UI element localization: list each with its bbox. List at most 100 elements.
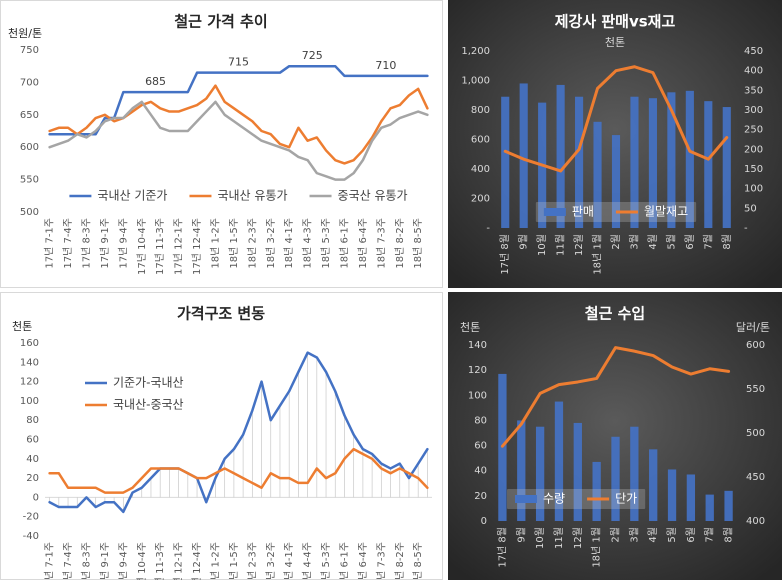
x-tick-label: 18년 6-4주 xyxy=(357,542,369,580)
bar xyxy=(517,420,526,521)
import-chart: 철근 수입 천톤 달러/톤 0 20 40 60 80 100 120 140 400 450 50… xyxy=(448,292,782,580)
y-tick-label: 1,200 xyxy=(461,46,490,57)
x-tick-label: 17년 12-1주 xyxy=(173,218,185,275)
chart-title: 제강사 판매vs재고 xyxy=(555,13,676,31)
series-line xyxy=(503,65,729,173)
y-axis-title: 천톤 xyxy=(605,35,625,49)
sales-stock-chart: 제강사 판매vs재고 천톤 - 200 400 600 800 1,000 1,200 - 50… xyxy=(448,0,782,288)
x-tick-label: 17년 12-4주 xyxy=(191,542,203,580)
x-tick-label: 18년 1월 xyxy=(591,527,603,568)
bar xyxy=(501,96,510,228)
bar xyxy=(705,494,714,521)
y-tick-label: 140 xyxy=(468,340,487,351)
x-tick-label: 17년 9-1주 xyxy=(99,218,111,269)
x-tick-label: 17년 10-4주 xyxy=(136,218,148,275)
y-tick-label: 80 xyxy=(26,415,39,426)
x-tick-label: 18년 8-5주 xyxy=(412,542,424,580)
y-tick-label: 60 xyxy=(474,441,487,452)
bar xyxy=(592,461,601,521)
x-tick-label: 17년 12-1주 xyxy=(173,542,185,580)
y2-tick-label: 600 xyxy=(746,340,765,351)
y-tick-label: 160 xyxy=(20,338,39,349)
bar xyxy=(630,96,639,228)
x-tick-label: 17년 7-1주 xyxy=(44,218,56,269)
legend-text: 수량 xyxy=(543,492,565,506)
x-tick-label: 18년 5-3주 xyxy=(320,218,332,269)
x-tick-label: 18년 3-2주 xyxy=(265,218,277,269)
x-tick-label: 6월 xyxy=(684,234,696,250)
x-tick-label: 17년 7-4주 xyxy=(62,542,74,580)
y-tick-label: 100 xyxy=(20,396,39,407)
x-tick-label: 10월 xyxy=(534,527,546,549)
x-tick-label: 17년 9-1주 xyxy=(99,542,111,580)
y-axis-title: 천톤 xyxy=(460,320,480,334)
x-tick-label: 17년 9-4주 xyxy=(117,542,129,580)
x-tick-label: 7월 xyxy=(702,234,714,250)
x-tick-label: 17년 12-4주 xyxy=(191,218,203,275)
x-tick-label: 18년 8-5주 xyxy=(412,218,424,269)
y-tick-label: 650 xyxy=(20,110,39,121)
y-tick-label: 80 xyxy=(474,415,487,426)
legend-swatch xyxy=(515,495,537,503)
bar xyxy=(593,121,602,228)
y-tick-label: 20 xyxy=(26,473,39,484)
y2-tick-label: - xyxy=(744,223,748,234)
y-tick-label: 60 xyxy=(26,435,39,446)
x-tick-label: 18년 1-2주 xyxy=(209,542,221,580)
legend-text: 판매 xyxy=(572,205,594,219)
x-tick-label: 18년 5-3주 xyxy=(320,542,332,580)
x-tick-label: 18년 6-1주 xyxy=(338,542,350,580)
y-tick-label: 700 xyxy=(20,77,39,88)
y-tick-label: 40 xyxy=(26,454,39,465)
y-tick-label: 120 xyxy=(468,365,487,376)
bar xyxy=(724,490,733,521)
x-tick-label: 9월 xyxy=(515,527,527,543)
panel-background xyxy=(0,292,443,580)
y2-axis-title: 달러/톤 xyxy=(736,321,770,334)
y-tick-label: 100 xyxy=(468,390,487,401)
y2-tick-label: 450 xyxy=(744,46,763,57)
x-tick-label: 18년 4-4주 xyxy=(302,542,314,580)
legend-text: 월말재고 xyxy=(644,205,688,219)
legend-text: 국내산 유통가 xyxy=(217,189,287,203)
x-tick-label: 17년 11-3주 xyxy=(154,542,166,580)
legend-item: 수량 xyxy=(515,492,565,506)
legend-item: 단가 xyxy=(587,492,637,506)
x-tick-label: 18년 4-1주 xyxy=(283,218,295,269)
bar xyxy=(630,426,639,521)
x-tick-label: 18년 2-3주 xyxy=(246,218,258,269)
series-line xyxy=(48,100,429,181)
bar xyxy=(685,90,694,228)
y2-tick-label: 50 xyxy=(744,203,757,214)
y2-tick-label: 400 xyxy=(746,516,765,527)
legend-item: 월말재고 xyxy=(615,205,688,219)
legend-text: 중국산 유통가 xyxy=(338,189,408,203)
bar xyxy=(649,449,658,521)
legend-item: 판매 xyxy=(543,205,594,219)
y2-tick-label: 550 xyxy=(746,384,765,395)
x-tick-label: 17년 8-3주 xyxy=(80,218,92,269)
y-tick-label: - xyxy=(486,223,490,234)
x-tick-label: 8월 xyxy=(723,527,735,543)
legend-item: 국내산-중국산 xyxy=(85,398,184,412)
x-tick-label: 18년 3-2주 xyxy=(265,542,277,580)
y2-tick-label: 250 xyxy=(744,125,763,136)
x-tick-label: 17년 7-1주 xyxy=(44,542,56,580)
price-structure-chart: 가격구조 변동 천톤 -40 -20 0 20 40 60 80 100 120 140 160 17… xyxy=(0,292,443,580)
legend-item: 국내산 기준가 xyxy=(69,189,167,203)
x-tick-label: 18년 8-2주 xyxy=(394,218,406,269)
legend-item: 기준가-국내산 xyxy=(85,376,184,390)
x-tick-label: 18년 6-1주 xyxy=(338,218,350,269)
x-tick-label: 18년 8-2주 xyxy=(394,542,406,580)
y2-tick-label: 100 xyxy=(744,184,763,195)
y-tick-label: 120 xyxy=(20,377,39,388)
x-tick-label: 12월 xyxy=(573,234,585,256)
series-line xyxy=(48,447,429,494)
y-tick-label: 550 xyxy=(20,175,39,186)
y-tick-label: 0 xyxy=(481,516,487,527)
x-tick-label: 17년 10-4주 xyxy=(136,542,148,580)
y2-tick-label: 150 xyxy=(744,164,763,175)
x-tick-label: 18년 1-5주 xyxy=(228,218,240,269)
bar xyxy=(556,84,565,228)
x-tick-label: 3월 xyxy=(628,234,640,250)
